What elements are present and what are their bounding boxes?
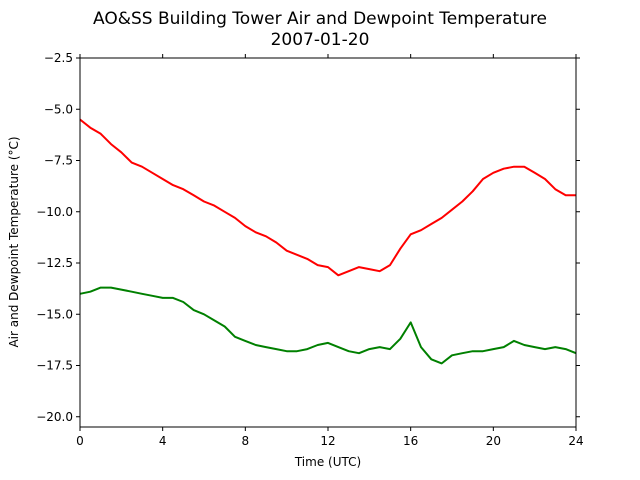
x-tick-label: 20 xyxy=(486,434,501,448)
plot-frame xyxy=(79,57,577,428)
series-layer xyxy=(79,118,577,365)
y-tick-label: −12.5 xyxy=(36,256,73,270)
y-tick-label: −5.0 xyxy=(44,102,73,116)
x-tick-label: 0 xyxy=(76,434,84,448)
x-tick-label: 8 xyxy=(242,434,250,448)
chart-subtitle: 2007-01-20 xyxy=(271,30,370,50)
series-line-2 xyxy=(79,286,577,365)
x-tick-label: 4 xyxy=(159,434,167,448)
y-tick-label: −15.0 xyxy=(36,307,73,321)
y-tick-label: −10.0 xyxy=(36,205,73,219)
x-axis-label: Time (UTC) xyxy=(294,455,361,469)
series-line-1 xyxy=(79,118,576,277)
y-tick-label: −7.5 xyxy=(44,154,73,168)
y-tick-label: −17.5 xyxy=(36,359,73,373)
y-tick-label: −2.5 xyxy=(44,51,73,65)
y-tick-label: −20.0 xyxy=(36,410,73,424)
chart-title: AO&SS Building Tower Air and Dewpoint Te… xyxy=(93,9,547,29)
x-tick-label: 24 xyxy=(568,434,583,448)
x-tick-label: 12 xyxy=(320,434,335,448)
x-tick-label: 16 xyxy=(403,434,418,448)
y-ticks: −2.5 −5.0 −7.5 −10.0 −12.5 −15.0 −17.5 −20.0 xyxy=(36,51,580,424)
x-ticks: 0 4 8 12 16 20 24 xyxy=(76,54,584,448)
y-axis-label: Air and Dewpoint Temperature (°C) xyxy=(7,136,21,347)
